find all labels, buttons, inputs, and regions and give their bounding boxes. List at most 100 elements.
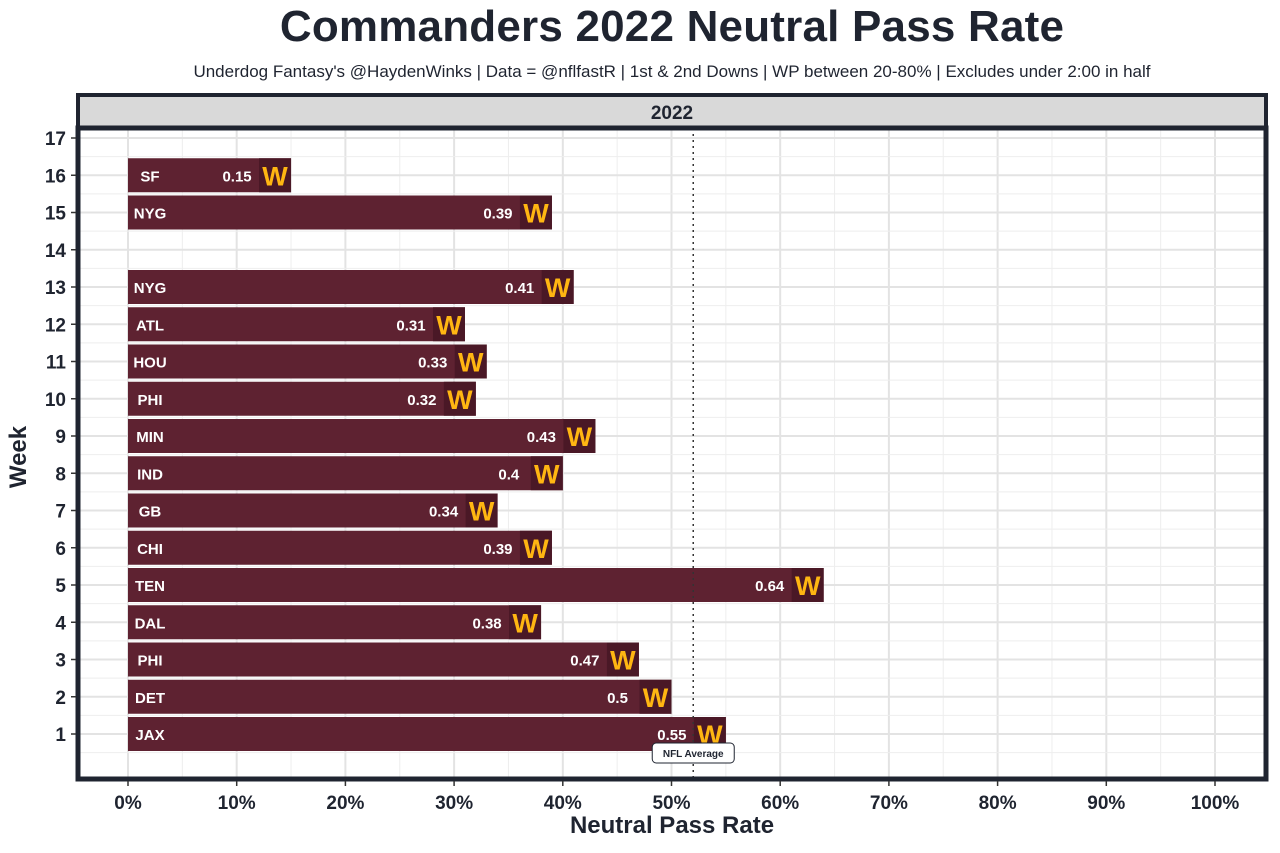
team-logo-icon: W — [567, 422, 593, 452]
y-tick-label: 14 — [45, 241, 67, 262]
team-logo-icon: W — [545, 273, 571, 303]
bar-week-15 — [128, 195, 552, 230]
logo-background — [563, 419, 596, 453]
opponent-label: DET — [135, 690, 165, 707]
reference-label: NFL Average — [663, 749, 724, 760]
chart-title: Commanders 2022 Neutral Pass Rate — [279, 2, 1065, 51]
value-label: 0.31 — [396, 317, 425, 334]
opponent-label: DAL — [135, 615, 166, 632]
opponent-label: IND — [137, 466, 163, 483]
y-tick-label: 16 — [45, 166, 66, 187]
x-tick-label: 10% — [218, 793, 256, 814]
value-label: 0.47 — [570, 653, 599, 670]
value-label: 0.41 — [505, 280, 534, 297]
x-tick-label: 30% — [435, 793, 473, 814]
bar-week-9 — [128, 419, 596, 453]
y-tick-label: 6 — [55, 539, 66, 560]
bars: JAX 0.55 W DET 0.5 W PHI 0.47 W DAL 0.38 W TEN 0.64 W C… — [128, 128, 824, 779]
bar-week-7 — [128, 493, 498, 528]
bar-week-2 — [128, 679, 672, 714]
team-logo-icon: W — [523, 534, 549, 564]
team-logo-icon: W — [512, 608, 538, 638]
bar-week-3 — [128, 642, 639, 677]
value-label: 0.34 — [429, 504, 459, 521]
y-tick-label: 4 — [55, 613, 66, 634]
y-tick-label: 8 — [55, 464, 66, 485]
opponent-label: HOU — [133, 355, 166, 372]
bar-week-6 — [128, 530, 552, 565]
opponent-label: CHI — [137, 541, 163, 558]
panel-border — [75, 125, 1269, 782]
bar-week-4 — [128, 605, 542, 640]
logo-background — [509, 605, 542, 640]
value-label: 0.55 — [657, 727, 686, 744]
x-tick-label: 90% — [1087, 793, 1125, 814]
logo-background — [443, 381, 476, 416]
value-label: 0.39 — [483, 541, 512, 558]
x-tick-label: 50% — [652, 793, 690, 814]
opponent-label: NYG — [134, 206, 167, 223]
bar-week-5 — [128, 568, 824, 602]
y-tick-label: 1 — [55, 725, 66, 746]
x-tick-label: 0% — [114, 793, 142, 814]
opponent-label: SF — [140, 168, 159, 185]
team-logo-icon: W — [469, 497, 495, 527]
logo-background — [606, 642, 639, 677]
logo-background — [519, 530, 552, 565]
bar-week-8 — [128, 456, 563, 491]
team-logo-icon: W — [643, 683, 669, 713]
opponent-label: NYG — [134, 280, 167, 297]
y-tick-label: 11 — [46, 353, 67, 374]
x-tick-label: 60% — [761, 793, 799, 814]
y-tick-label: 13 — [45, 278, 66, 299]
logo-background — [639, 679, 672, 714]
logo-background — [519, 195, 552, 230]
value-label: 0.32 — [407, 392, 436, 409]
bar-week-10 — [128, 381, 476, 416]
value-label: 0.4 — [498, 466, 520, 483]
value-label: 0.39 — [483, 206, 512, 223]
opponent-label: TEN — [135, 578, 165, 595]
team-logo-icon: W — [436, 310, 462, 340]
y-tick-label: 7 — [55, 502, 66, 523]
opponent-label: MIN — [136, 429, 164, 446]
x-tick-label: 40% — [544, 793, 582, 814]
bar-week-11 — [128, 344, 487, 379]
value-label: 0.38 — [472, 615, 501, 632]
value-label: 0.15 — [222, 168, 251, 185]
logo-background — [259, 158, 292, 193]
x-tick-label: 20% — [326, 793, 364, 814]
team-logo-icon: W — [523, 199, 549, 229]
opponent-label: PHI — [137, 653, 162, 670]
opponent-label: ATL — [136, 317, 164, 334]
x-tick-label: 70% — [870, 793, 908, 814]
bar-week-1 — [128, 717, 726, 751]
bar-week-12 — [128, 307, 465, 342]
logo-background — [454, 344, 487, 379]
y-tick-label: 5 — [55, 576, 66, 597]
y-tick-label: 12 — [45, 315, 66, 336]
y-tick-label: 17 — [45, 129, 66, 150]
opponent-label: PHI — [137, 392, 162, 409]
logo-background — [791, 568, 824, 602]
x-tick-label: 80% — [979, 793, 1017, 814]
bar-week-13 — [128, 270, 574, 304]
y-tick-label: 3 — [55, 651, 66, 672]
reference-label-box — [651, 742, 735, 764]
team-logo-icon: W — [795, 571, 821, 601]
opponent-label: JAX — [135, 727, 164, 744]
chart-subtitle: Underdog Fantasy's @HaydenWinks | Data =… — [193, 62, 1151, 81]
x-axis-title: Neutral Pass Rate — [569, 812, 775, 839]
logo-background — [541, 270, 574, 304]
value-label: 0.5 — [607, 690, 628, 707]
y-axis-title: Week — [5, 425, 32, 489]
y-tick-label: 15 — [45, 204, 67, 225]
opponent-label: GB — [139, 504, 162, 521]
y-tick-label: 2 — [55, 688, 66, 709]
logo-background — [530, 456, 563, 491]
team-logo-icon: W — [262, 161, 288, 191]
value-label: 0.33 — [418, 355, 447, 372]
team-logo-icon: W — [458, 348, 484, 378]
